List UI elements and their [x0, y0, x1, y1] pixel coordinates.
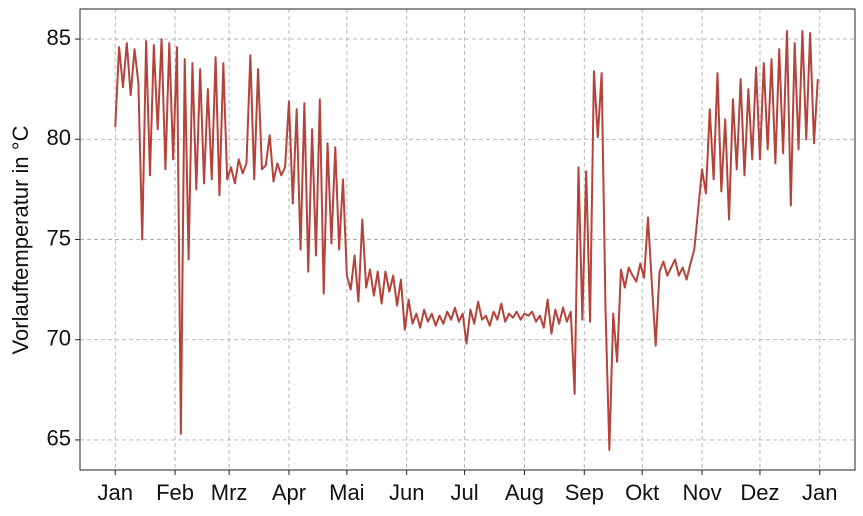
x-tick-label: Apr [272, 480, 306, 505]
x-tick-label: Mai [329, 480, 364, 505]
x-tick-label: Nov [682, 480, 721, 505]
x-tick-label: Mrz [211, 480, 248, 505]
x-tick-label: Jan [802, 480, 837, 505]
y-tick-label: 80 [47, 125, 71, 150]
x-tick-label: Sep [565, 480, 604, 505]
x-tick-label: Jul [451, 480, 479, 505]
y-tick-label: 65 [47, 426, 71, 451]
y-tick-label: 75 [47, 225, 71, 250]
x-tick-label: Jun [389, 480, 424, 505]
y-tick-label: 85 [47, 25, 71, 50]
x-tick-label: Okt [625, 480, 659, 505]
y-axis-label: Vorlauftemperatur in °C [8, 125, 33, 354]
x-tick-label: Dez [740, 480, 779, 505]
data-line [114, 30, 819, 451]
x-tick-label: Jan [97, 480, 132, 505]
plot-frame [79, 8, 856, 471]
y-tick-label: 70 [47, 326, 71, 351]
x-tick-label: Aug [505, 480, 544, 505]
x-tick-label: Feb [156, 480, 194, 505]
